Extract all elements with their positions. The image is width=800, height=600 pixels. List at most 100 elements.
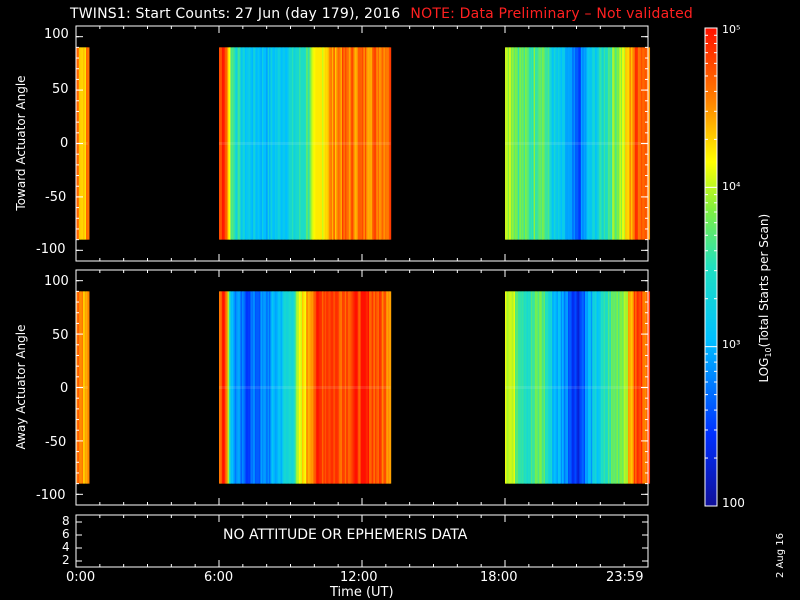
heatmap-column	[274, 47, 277, 240]
heatmap-column	[586, 291, 589, 484]
heatmap-column	[583, 291, 586, 484]
heatmap-column	[607, 291, 610, 484]
heatmap-column	[382, 291, 385, 484]
heatmap-column	[517, 291, 520, 484]
toward-ylabel: Toward Actuator Angle	[14, 75, 28, 211]
heatmap-column	[319, 291, 322, 484]
heatmap-column	[360, 291, 363, 484]
heatmap-column	[590, 47, 593, 240]
heatmap-column	[86, 291, 89, 484]
heatmap-column	[276, 291, 279, 484]
heatmap-column	[269, 47, 272, 240]
heatmap-column	[616, 47, 619, 240]
heatmap-column	[527, 291, 530, 484]
heatmap-column	[576, 47, 579, 240]
heatmap-column	[517, 47, 520, 240]
heatmap-column	[602, 291, 605, 484]
heatmap-column	[280, 47, 283, 240]
heatmap-column	[540, 47, 543, 240]
heatmap-column	[223, 47, 226, 240]
heatmap-column	[559, 47, 562, 240]
heatmap-column	[247, 47, 250, 240]
heatmap-column	[635, 291, 638, 484]
heatmap-column	[606, 47, 609, 240]
heatmap-column	[273, 47, 276, 240]
heatmap-column	[648, 47, 651, 240]
attitude-ytick-2: 2	[62, 553, 70, 567]
heatmap-column	[599, 291, 602, 484]
heatmap-column	[636, 47, 639, 240]
heatmap-column	[356, 291, 359, 484]
heatmap-column	[627, 47, 631, 240]
heatmap-column	[629, 291, 632, 484]
heatmap-column	[344, 291, 347, 484]
heatmap-column	[291, 291, 294, 484]
heatmap-column	[291, 47, 294, 240]
heatmap-column	[221, 291, 224, 484]
heatmap-column	[600, 291, 603, 484]
heatmap-column	[530, 47, 533, 240]
heatmap-column	[549, 47, 552, 240]
heatmap-column	[619, 47, 622, 240]
heatmap-column	[639, 291, 642, 484]
heatmap-column	[580, 47, 583, 240]
heatmap-column	[370, 47, 373, 240]
heatmap-column	[299, 47, 302, 240]
heatmap-column	[364, 47, 367, 240]
heatmap-column	[244, 47, 247, 240]
heatmap-column	[327, 47, 330, 240]
heatmap-column	[329, 291, 332, 484]
heatmap-column	[582, 291, 585, 484]
heatmap-column	[219, 47, 222, 240]
heatmap-column	[560, 291, 563, 484]
heatmap-column	[383, 47, 386, 240]
heatmap-column	[570, 47, 573, 240]
heatmap-column	[224, 291, 227, 484]
heatmap-column	[526, 47, 529, 240]
heatmap-column	[536, 47, 539, 240]
heatmap-column	[321, 47, 324, 240]
heatmap-column	[553, 291, 556, 484]
heatmap-column	[567, 47, 570, 240]
heatmap-column	[260, 47, 263, 240]
heatmap-column	[284, 47, 287, 240]
heatmap-column	[334, 291, 337, 484]
heatmap-column	[239, 291, 242, 484]
heatmap-column	[610, 47, 613, 240]
heatmap-column	[300, 291, 303, 484]
heatmap-column	[606, 291, 609, 484]
heatmap-column	[573, 47, 576, 240]
heatmap-column	[616, 291, 619, 484]
heatmap-column	[86, 47, 89, 240]
heatmap-column	[632, 291, 635, 484]
heatmap-column	[593, 47, 596, 240]
heatmap-column	[84, 47, 87, 240]
heatmap-column	[543, 47, 546, 240]
heatmap-column	[589, 291, 592, 484]
heatmap-column	[510, 47, 513, 240]
colorbar-tick-1e5: 10⁵	[722, 23, 741, 36]
heatmap-column	[573, 291, 576, 484]
heatmap-column	[516, 291, 519, 484]
heatmap-column	[356, 47, 359, 240]
heatmap-column	[293, 291, 296, 484]
heatmap-column	[333, 47, 336, 240]
heatmap-column	[294, 291, 297, 484]
heatmap-column	[506, 47, 509, 240]
heatmap-column	[639, 47, 642, 240]
heatmap-column	[555, 291, 558, 484]
heatmap-column	[294, 47, 297, 240]
heatmap-column	[613, 47, 616, 240]
heatmap-column	[290, 291, 293, 484]
away-ylabel: Away Actuator Angle	[14, 324, 28, 450]
heatmap-column	[369, 291, 372, 484]
away-ytick-neg100: -100	[36, 488, 66, 503]
heatmap-column	[617, 291, 620, 484]
toward-ytick-neg100: -100	[36, 242, 66, 257]
heatmap-column	[623, 47, 626, 240]
heatmap-column	[579, 291, 582, 484]
heatmap-column	[321, 291, 324, 484]
heatmap-column	[286, 47, 289, 240]
zero-angle-band	[505, 142, 648, 145]
heatmap-column	[586, 47, 589, 240]
